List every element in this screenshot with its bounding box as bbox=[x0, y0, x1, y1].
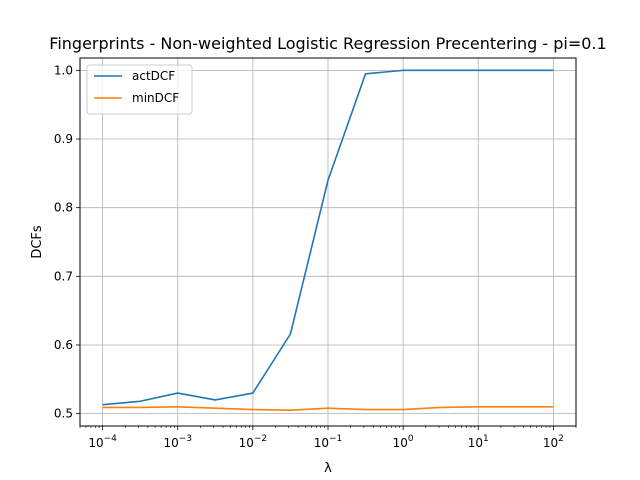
series-line-actDCF bbox=[102, 69, 554, 406]
y-tick-label: 0.9 bbox=[54, 132, 73, 146]
x-tick-label: 101 bbox=[468, 434, 489, 450]
y-tick-label: 0.8 bbox=[54, 201, 73, 215]
legend: actDCF minDCF bbox=[86, 64, 193, 115]
legend-label-actDCF: actDCF bbox=[132, 69, 175, 83]
x-tick-label: 10−1 bbox=[314, 434, 343, 450]
y-tick-label: 0.6 bbox=[54, 338, 73, 352]
x-tick-label: 10−3 bbox=[163, 434, 192, 450]
x-tick-label: 100 bbox=[393, 434, 414, 450]
y-axis-label: DCFs bbox=[30, 225, 45, 259]
y-tick-label: 1.0 bbox=[54, 63, 73, 77]
series-lines bbox=[102, 69, 554, 412]
legend-box bbox=[86, 64, 193, 115]
y-tick-label: 0.7 bbox=[54, 269, 73, 283]
series-line-minDCF bbox=[102, 405, 554, 412]
chart-title: Fingerprints - Non-weighted Logistic Reg… bbox=[49, 34, 606, 53]
x-tick-label: 10−2 bbox=[239, 434, 268, 450]
y-tick-label: 0.5 bbox=[54, 407, 73, 421]
x-tick-label: 10−4 bbox=[88, 434, 117, 450]
legend-label-minDCF: minDCF bbox=[132, 91, 179, 105]
axis-ticks: 10−4 10−3 10−2 10−1 100 101 102 0.5 0.6 0.7 0.8 0.9… bbox=[54, 63, 577, 450]
x-axis-label: λ bbox=[324, 461, 332, 476]
x-tick-label: 102 bbox=[543, 434, 564, 450]
